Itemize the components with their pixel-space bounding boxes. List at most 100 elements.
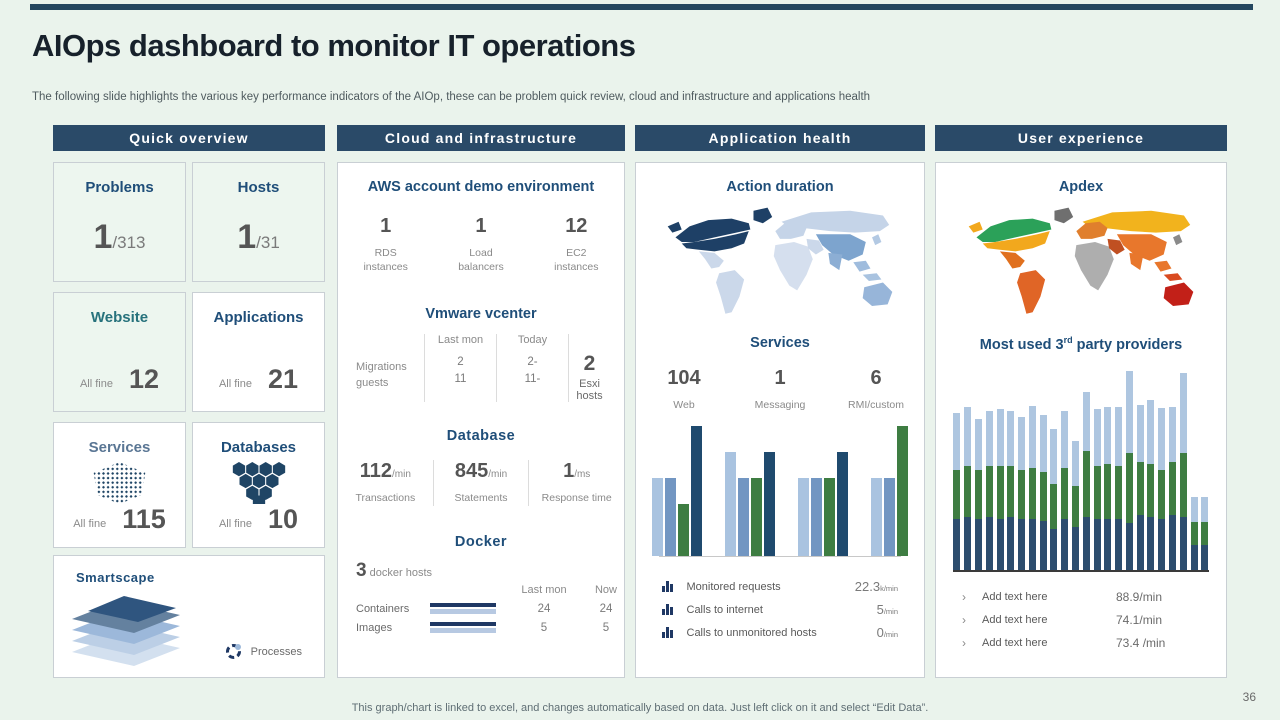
services-title: Services	[88, 439, 151, 456]
map-region-middle-east	[1107, 238, 1125, 255]
web-label: Web	[673, 399, 695, 411]
app-services-title: Services	[750, 335, 810, 351]
applications-title: Applications	[213, 309, 304, 326]
metric-value-wrap: 22.3k/min	[855, 579, 898, 594]
quick-overview-header: Quick overview	[53, 125, 325, 151]
map-region-canada	[976, 218, 1052, 242]
bar-navy	[764, 452, 775, 557]
bar-group-1	[652, 426, 702, 557]
stack-segment-navy	[1190, 544, 1198, 570]
hexagon-shape	[252, 495, 265, 504]
user-experience-header: User experience	[935, 125, 1227, 151]
stack-segment-light-blue	[985, 410, 993, 466]
docker-images-label: Images	[356, 621, 393, 634]
response-value: 1	[563, 460, 575, 483]
docker-hosts: 3 docker hosts	[356, 560, 608, 582]
vmware-title: Vmware vcenter	[425, 306, 537, 323]
map-region-australia	[862, 282, 893, 306]
stacked-bar-6	[1007, 410, 1015, 570]
hexagon-shape	[259, 462, 272, 477]
vmware-lastmon-col: Last mon 2 11	[424, 334, 496, 403]
rmi-value: 6	[870, 367, 882, 389]
messaging-value: 1	[774, 367, 786, 389]
hexagon-shape	[272, 462, 285, 477]
footer-note: This graph/chart is linked to excel, and…	[351, 702, 929, 714]
providers-stacked-bar-chart[interactable]	[953, 365, 1209, 572]
map-region-australia	[1163, 282, 1194, 306]
stack-segment-navy	[1028, 518, 1036, 570]
action-duration-world-map[interactable]	[663, 203, 897, 320]
bar-chart-icon	[662, 604, 673, 616]
docker-now-header: Now	[594, 583, 617, 596]
map-region-usa	[982, 231, 1050, 252]
stack-segment-light-blue	[1061, 410, 1069, 468]
problems-total: /313	[112, 233, 146, 252]
databases-title: Databases	[220, 439, 297, 456]
problems-value: 1/313	[93, 218, 145, 257]
vmware-table: Migrations guests Last mon 2 11 Today 2-…	[352, 334, 610, 403]
aws-stats: 1 RDS instances 1 Load balancers 12 EC2 …	[338, 215, 624, 274]
website-bottom: All fine 12	[54, 364, 185, 395]
application-health-header: Application health	[635, 125, 925, 151]
stack-segment-green	[1039, 471, 1047, 521]
bar-light-blue	[798, 478, 809, 557]
vmware-today-v2: 11-	[524, 373, 541, 386]
stat-messaging: 1 Messaging	[732, 367, 828, 412]
user-experience-card: Apdex Most used 3rd party providers › Ad…	[935, 162, 1227, 678]
stacked-bar-2	[964, 406, 972, 570]
processes-icon	[225, 644, 241, 659]
stacked-bar-4	[985, 410, 993, 570]
page-subtitle: The following slide highlights the vario…	[32, 91, 871, 103]
providers-title-sup: rd	[1063, 335, 1073, 345]
problems-title: Problems	[85, 179, 154, 196]
apdex-map-wrap[interactable]	[964, 203, 1198, 325]
docker-title: Docker	[454, 533, 508, 550]
hexagon-shape	[245, 462, 258, 477]
stack-segment-navy	[1082, 516, 1090, 570]
map-region-greenland	[1054, 207, 1074, 224]
bar-medium-blue	[665, 478, 676, 557]
stack-segment-navy	[1007, 516, 1015, 570]
hexagon-shape	[232, 462, 245, 477]
stat-web: 104 Web	[636, 367, 732, 412]
stack-segment-light-blue	[1082, 391, 1090, 451]
vmware-lastmon-v1: 2	[457, 356, 464, 369]
map-region-alaska	[667, 221, 682, 233]
vmware-row-label: Migrations guests	[356, 361, 407, 389]
stack-segment-light-blue	[1147, 399, 1155, 464]
metric-label: Add text here	[982, 614, 1048, 627]
stacked-bar-5	[996, 408, 1004, 570]
metric-unit: /min	[883, 607, 898, 617]
lb-value: 1	[475, 215, 487, 237]
stack-segment-navy	[1104, 518, 1112, 570]
website-card: Website All fine 12	[53, 292, 186, 412]
app-health-grouped-bar-chart[interactable]	[652, 426, 908, 558]
action-duration-map-wrap[interactable]	[663, 203, 897, 325]
stack-segment-navy	[1125, 522, 1133, 570]
stacked-bar-8	[1028, 405, 1036, 570]
map-region-india	[828, 252, 843, 271]
apdex-world-map[interactable]	[964, 203, 1198, 320]
hexagon-shape	[252, 473, 265, 489]
stacked-bar-12	[1072, 440, 1079, 570]
providers-title-suffix: party providers	[1072, 336, 1183, 353]
map-region-seasia	[853, 260, 871, 272]
bar-navy	[691, 426, 702, 557]
services-hex-dots-icon	[93, 462, 146, 504]
databases-count: 10	[267, 504, 299, 534]
transactions-value-wrap: 112/min	[338, 460, 433, 483]
statements-label: Statements	[454, 492, 508, 505]
stack-segment-green	[1147, 463, 1155, 517]
statements-value: 845	[454, 460, 489, 483]
problems-card: Problems 1/313	[53, 162, 186, 282]
bar-green	[751, 478, 762, 557]
ux-metric-row-3: › Add text here 73.4 /min	[936, 632, 1226, 655]
metric-monitored-requests: Monitored requests 22.3k/min	[636, 575, 924, 598]
stack-segment-navy	[1093, 518, 1101, 570]
stack-segment-green	[1028, 467, 1036, 519]
databases-bottom: All fine 10	[193, 504, 324, 535]
db-stat-response: 1/ms Response time	[528, 460, 624, 506]
stacked-bar-7	[1018, 416, 1026, 570]
stack-segment-green	[996, 465, 1004, 519]
stacked-bar-15	[1104, 406, 1112, 570]
